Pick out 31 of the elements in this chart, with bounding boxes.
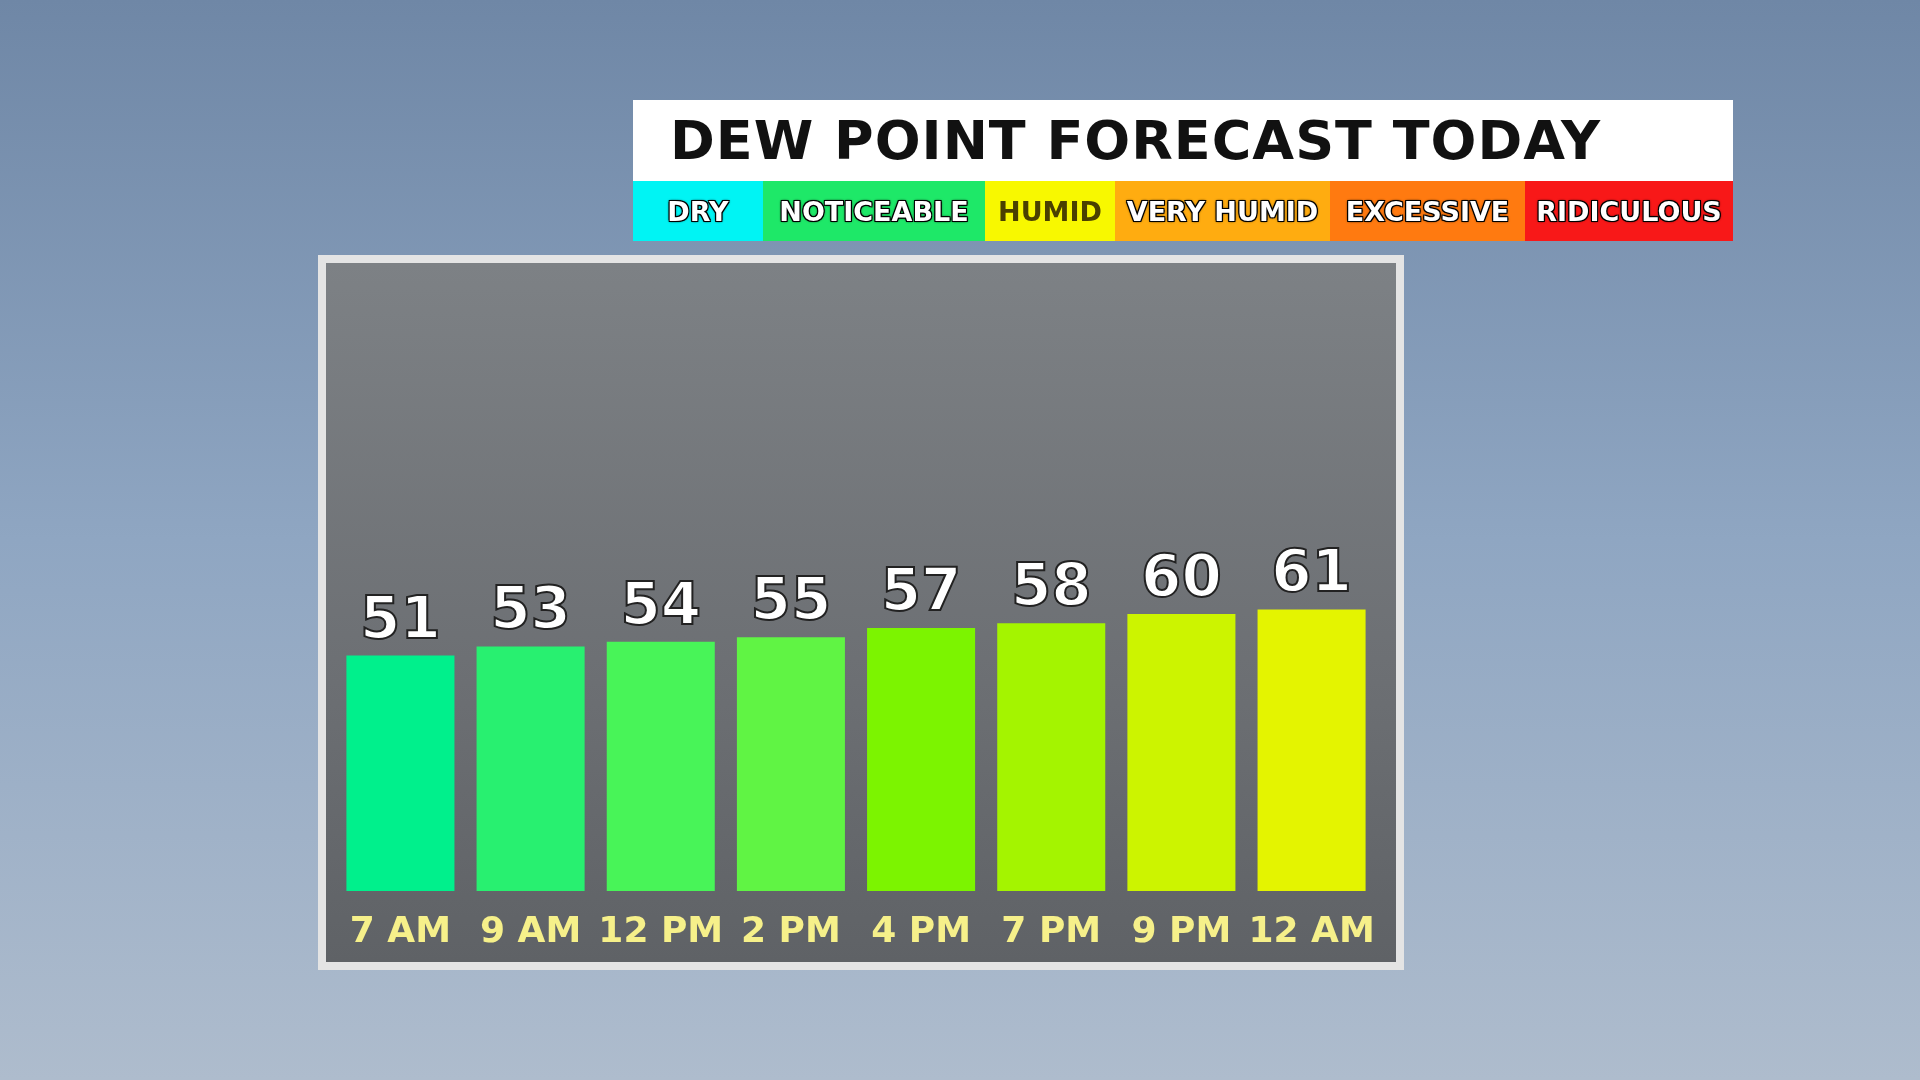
data-label: 54 — [620, 569, 702, 638]
bar — [997, 623, 1106, 891]
x-tick-label: 2 PM — [741, 908, 841, 950]
text: RIDICULOUS — [1525, 181, 1733, 241]
text: VERY HUMID — [1115, 181, 1330, 241]
text: HUMID — [985, 181, 1115, 241]
x-tick-label: 9 AM — [479, 908, 582, 950]
bar — [346, 655, 455, 891]
data-label: 61 — [1271, 537, 1352, 606]
bar — [1257, 609, 1366, 891]
bar — [1127, 614, 1236, 891]
data-label: 58 — [1010, 551, 1092, 620]
x-tick-label: 7 AM — [349, 908, 452, 950]
bar — [867, 627, 976, 891]
text: EXCESSIVE — [1330, 181, 1525, 241]
chart-title: DEW POINT FORECAST TODAY — [670, 109, 1601, 172]
text: NOTICEABLE — [763, 181, 985, 241]
bar — [606, 641, 715, 891]
x-tick-label: 4 PM — [871, 908, 971, 950]
bar — [476, 646, 585, 891]
text: DRY — [633, 181, 763, 241]
x-tick-label: 12 PM — [598, 908, 724, 950]
data-label: 60 — [1141, 542, 1222, 611]
x-tick-label: 12 AM — [1248, 908, 1375, 950]
x-tick-label: 7 PM — [1001, 908, 1102, 950]
data-label: 55 — [750, 565, 832, 634]
data-label: 53 — [490, 574, 571, 643]
data-label: 57 — [880, 555, 962, 624]
x-tick-label: 9 PM — [1131, 908, 1232, 950]
data-label: 51 — [360, 583, 441, 652]
bar — [736, 637, 845, 891]
